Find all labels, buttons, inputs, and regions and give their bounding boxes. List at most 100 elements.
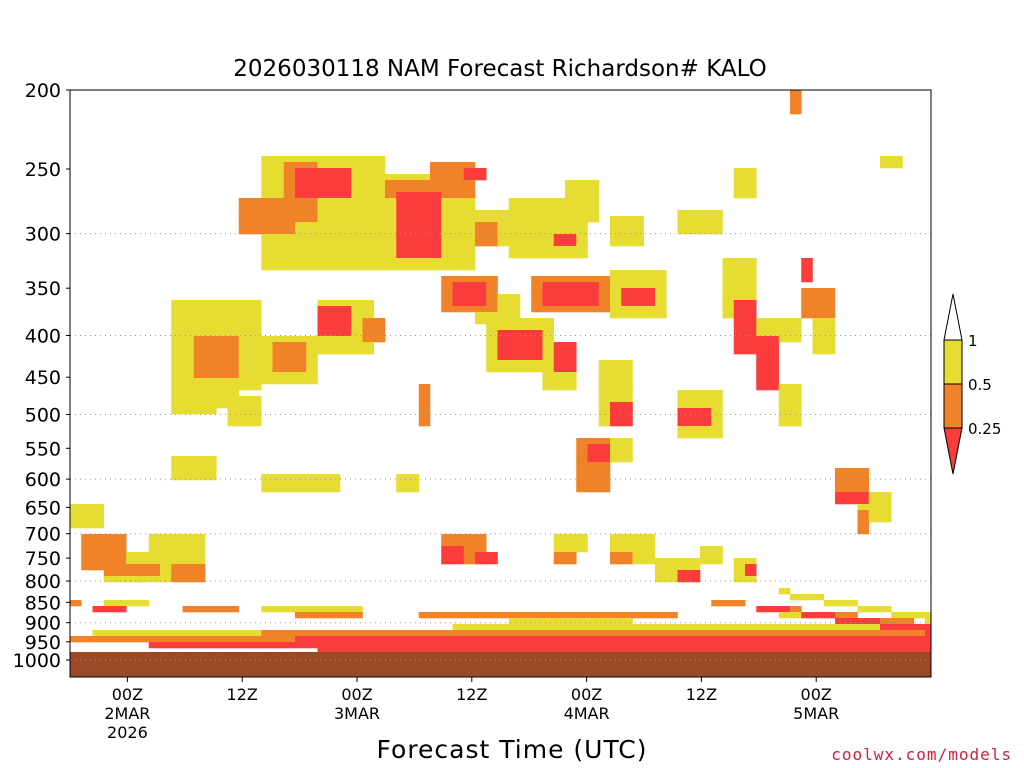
heatmap-cell xyxy=(587,630,600,637)
heatmap-cell xyxy=(373,636,386,643)
heatmap-cell xyxy=(463,240,476,247)
credit-text[interactable]: coolwx.com/models xyxy=(831,745,1012,764)
heatmap-cell xyxy=(306,168,318,175)
heatmap-cell xyxy=(295,240,307,247)
heatmap-cell xyxy=(441,204,453,211)
heatmap-cell xyxy=(238,318,251,325)
heatmap-cell xyxy=(452,174,465,181)
y-tick-label: 650 xyxy=(25,497,61,519)
heatmap-cell xyxy=(171,540,183,547)
heatmap-cell xyxy=(745,306,757,313)
heatmap-cell xyxy=(216,630,228,637)
heatmap-cell xyxy=(407,198,420,205)
heatmap-cell xyxy=(880,636,892,643)
heatmap-cell xyxy=(272,174,285,181)
heatmap-cell xyxy=(565,384,577,391)
heatmap-cell xyxy=(587,180,600,187)
heatmap-cell xyxy=(655,288,667,295)
heatmap-cell xyxy=(407,636,420,643)
heatmap-cell xyxy=(193,306,206,313)
heatmap-cell xyxy=(463,282,476,289)
heatmap-cell xyxy=(193,540,206,547)
heatmap-cell xyxy=(362,186,375,193)
heatmap-cell xyxy=(632,294,645,301)
heatmap-cell xyxy=(373,168,386,175)
heatmap-cell xyxy=(587,624,600,631)
heatmap-cell xyxy=(486,552,498,559)
heatmap-cell xyxy=(362,630,375,637)
heatmap-cell xyxy=(835,492,847,499)
heatmap-cell xyxy=(486,234,498,241)
heatmap-cell xyxy=(182,606,195,613)
heatmap-cell xyxy=(475,534,487,541)
heatmap-cell xyxy=(587,186,600,193)
heatmap-cell xyxy=(452,300,465,307)
heatmap-cell xyxy=(396,216,408,223)
heatmap-cell xyxy=(182,552,195,559)
heatmap-cell xyxy=(598,372,611,379)
heatmap-cell xyxy=(542,306,555,313)
heatmap-cell xyxy=(373,180,386,187)
heatmap-cell xyxy=(362,642,375,649)
heatmap-cell xyxy=(295,264,307,271)
heatmap-cell xyxy=(891,630,903,637)
heatmap-cell xyxy=(711,630,723,637)
heatmap-cell xyxy=(542,282,555,289)
heatmap-cell xyxy=(688,642,701,649)
heatmap-cell xyxy=(880,630,892,637)
heatmap-cell xyxy=(587,288,600,295)
heatmap-cell xyxy=(475,216,487,223)
heatmap-cell xyxy=(542,234,555,241)
heatmap-cell xyxy=(677,222,690,229)
heatmap-cell xyxy=(812,300,825,307)
heatmap-cell xyxy=(250,630,262,637)
heatmap-cell xyxy=(396,198,408,205)
heatmap-cell xyxy=(508,252,521,259)
heatmap-cell xyxy=(677,432,690,439)
heatmap-cell xyxy=(598,468,611,475)
heatmap-cell xyxy=(126,630,138,637)
heatmap-cell xyxy=(508,246,521,253)
heatmap-cell xyxy=(598,648,611,655)
heatmap-cell xyxy=(925,636,931,643)
heatmap-cell xyxy=(576,204,588,211)
heatmap-cell xyxy=(891,618,903,625)
heatmap-cell xyxy=(283,168,296,175)
heatmap-cell xyxy=(238,198,251,205)
heatmap-cell xyxy=(677,228,690,235)
heatmap-cell xyxy=(272,162,285,169)
heatmap-cell xyxy=(283,486,296,493)
heatmap-cell xyxy=(835,474,847,481)
heatmap-cell xyxy=(205,642,217,649)
heatmap-cell xyxy=(238,336,251,343)
heatmap-cell xyxy=(272,246,285,253)
heatmap-cell xyxy=(103,552,116,559)
heatmap-cell xyxy=(778,648,791,655)
heatmap-cell xyxy=(317,318,330,325)
heatmap-cell xyxy=(688,216,701,223)
heatmap-cell xyxy=(463,552,476,559)
heatmap-cell xyxy=(835,480,847,487)
heatmap-cell xyxy=(216,318,228,325)
heatmap-cell xyxy=(295,210,307,217)
heatmap-cell xyxy=(610,438,622,445)
heatmap-cell xyxy=(632,288,645,295)
heatmap-cell xyxy=(486,294,498,301)
heatmap-cell xyxy=(418,246,431,253)
heatmap-cell xyxy=(452,546,465,553)
heatmap-cell xyxy=(317,474,330,481)
heatmap-cell xyxy=(497,342,510,349)
heatmap-cell xyxy=(655,564,667,571)
heatmap-cell xyxy=(835,648,847,655)
heatmap-cell xyxy=(317,216,330,223)
heatmap-cell xyxy=(632,216,645,223)
heatmap-cell xyxy=(373,630,386,637)
heatmap-cell xyxy=(553,630,566,637)
heatmap-cell xyxy=(632,234,645,241)
heatmap-cell xyxy=(463,546,476,553)
colorbar-bin xyxy=(943,293,963,341)
heatmap-cell xyxy=(306,156,318,163)
heatmap-cell xyxy=(328,204,341,211)
heatmap-cell xyxy=(283,246,296,253)
heatmap-cell xyxy=(306,192,318,199)
